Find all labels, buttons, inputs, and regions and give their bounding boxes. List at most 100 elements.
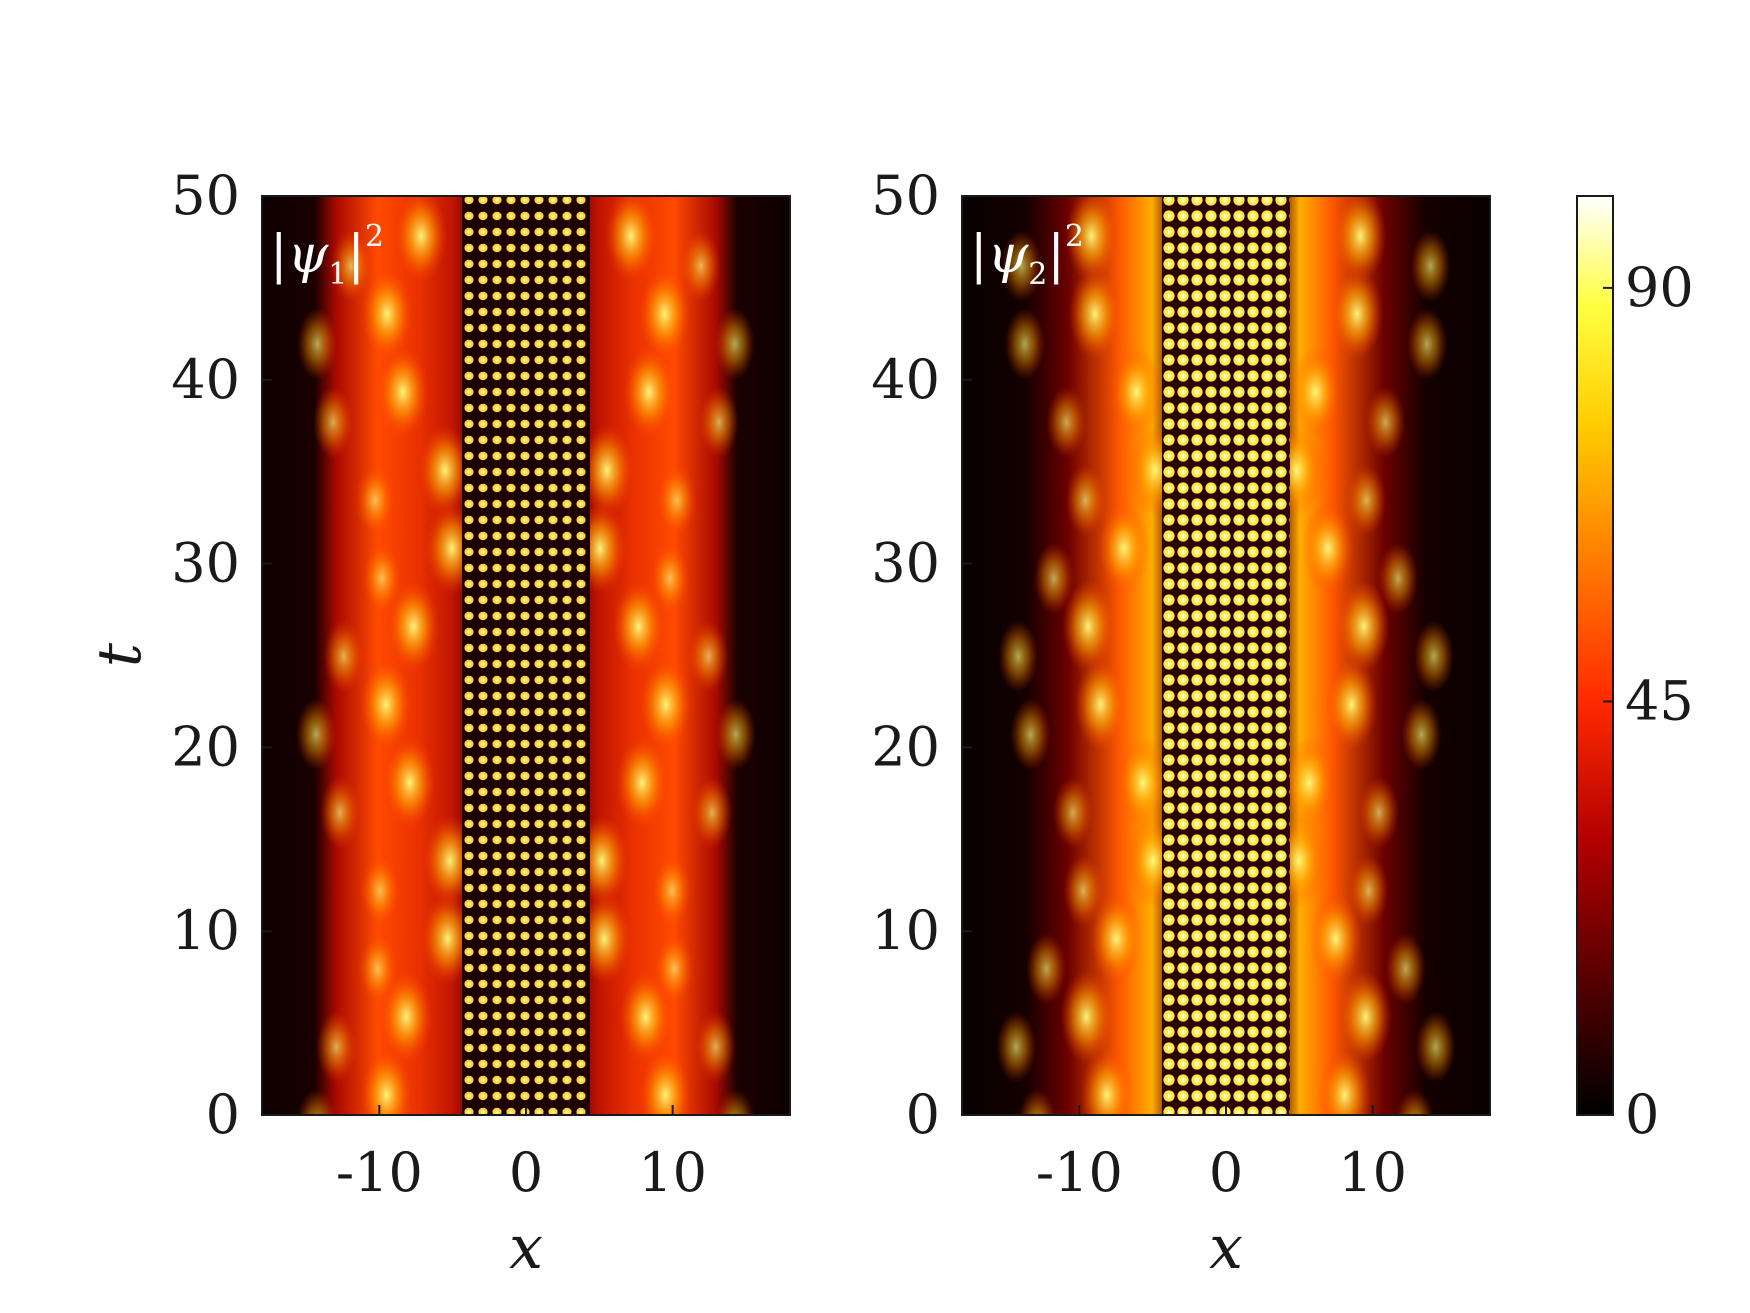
intensity-feature (639, 658, 692, 751)
x-axis-label: x (1209, 1213, 1243, 1283)
y-tick-label: 0 (206, 1083, 240, 1146)
intensity-feature (296, 698, 337, 771)
y-tick-label: 40 (171, 348, 240, 411)
x-tick-label: 0 (1209, 1141, 1243, 1204)
intensity-feature (1337, 580, 1390, 673)
intensity-feature (395, 196, 447, 282)
y-tick-label: 20 (171, 715, 240, 778)
intensity-feature (580, 424, 633, 517)
x-tick-label: 0 (509, 1141, 543, 1204)
intensity-feature (1334, 196, 1387, 282)
intensity-feature (387, 580, 440, 673)
x-tick-label: 10 (1338, 1141, 1407, 1204)
intensity-feature (312, 386, 353, 459)
intensity-feature (578, 892, 631, 985)
intensity-feature (355, 464, 396, 537)
colorbar-ticks: 0 45 90 (1603, 256, 1694, 1146)
y-tick-label: 40 (871, 348, 940, 411)
panel-psi1: -10 0 10 0 10 20 30 40 50 |ψ1|2 x t (85, 164, 791, 1283)
x-tick-label: -10 (1036, 1141, 1123, 1204)
intensity-feature (1415, 1010, 1456, 1083)
intensity-feature (361, 542, 402, 615)
intensity-feature (715, 698, 756, 771)
intensity-feature (1331, 268, 1384, 361)
intensity-feature (688, 620, 729, 693)
intensity-feature (1346, 464, 1387, 537)
intensity-feature (1017, 1089, 1057, 1115)
intensity-feature (1413, 620, 1454, 693)
colorbar: 0 45 90 (1576, 195, 1694, 1146)
intensity-feature (1033, 542, 1074, 615)
intensity-feature (360, 1049, 413, 1115)
intensity-feature (1060, 970, 1113, 1063)
intensity-feature (996, 1010, 1037, 1083)
intensity-feature (297, 308, 338, 381)
intensity-feature (380, 970, 433, 1063)
intensity-feature (1001, 230, 1042, 302)
panel-label: |ψ2|2 (970, 219, 1084, 292)
intensity-feature (1004, 308, 1045, 381)
heatmap-psi2 (962, 196, 1490, 1115)
intensity-feature (1026, 932, 1067, 1005)
panel-label: |ψ1|2 (270, 219, 384, 292)
intensity-feature (1081, 1049, 1134, 1115)
intensity-feature (376, 346, 429, 439)
y-tick-label: 30 (171, 532, 240, 595)
intensity-feature (1289, 346, 1342, 439)
intensity-feature (1090, 892, 1143, 985)
y-axis-label: t (85, 642, 155, 667)
colorbar-tick-label: 45 (1625, 669, 1694, 732)
intensity-feature (297, 1089, 336, 1115)
intensity-feature (1116, 736, 1169, 829)
intensity-feature (1302, 502, 1355, 595)
axis-ticks: -10 0 10 0 10 20 30 40 50 (171, 164, 707, 1204)
intensity-feature (638, 268, 691, 361)
intensity-feature (1283, 736, 1336, 829)
intensity-feature (681, 230, 721, 302)
y-tick-label: 0 (906, 1083, 940, 1146)
intensity-feature (1065, 464, 1106, 537)
intensity-feature (359, 854, 400, 927)
intensity-feature (1339, 970, 1392, 1063)
intensity-feature (639, 1049, 692, 1115)
intensity-feature (695, 1010, 736, 1083)
axis-ticks: -10 0 10 0 10 20 30 40 50 (871, 164, 1407, 1204)
intensity-feature (383, 736, 436, 829)
intensity-feature (619, 970, 672, 1063)
colorbar-tick-label: 90 (1625, 256, 1694, 319)
colorbar-gradient (1577, 196, 1613, 1115)
intensity-feature (612, 580, 665, 673)
x-tick-label: -10 (336, 1141, 423, 1204)
intensity-feature (1378, 542, 1419, 615)
intensity-feature (650, 542, 691, 615)
intensity-feature (605, 196, 657, 282)
intensity-feature (716, 1089, 755, 1115)
y-tick-label: 10 (871, 899, 940, 962)
y-tick-label: 50 (171, 164, 240, 227)
intensity-feature (1365, 386, 1406, 459)
intensity-feature (1110, 346, 1163, 439)
heatmap-blobs (996, 196, 1456, 1115)
intensity-feature (1385, 932, 1426, 1005)
intensity-feature (421, 892, 474, 985)
intensity-feature (1395, 1089, 1435, 1115)
intensity-feature (623, 346, 676, 439)
intensity-feature (1065, 196, 1118, 282)
intensity-feature (1359, 776, 1400, 849)
intensity-feature (1410, 230, 1451, 302)
intensity-feature (656, 464, 697, 537)
intensity-feature (1068, 268, 1121, 361)
colorbar-tick-label: 0 (1625, 1083, 1659, 1146)
y-tick-label: 10 (171, 899, 240, 962)
intensity-feature (319, 776, 360, 849)
intensity-feature (616, 736, 669, 829)
intensity-feature (1348, 854, 1389, 927)
intensity-feature (652, 854, 693, 927)
intensity-feature (360, 658, 413, 751)
intensity-feature (1010, 698, 1051, 771)
colorbar-frame (1576, 195, 1614, 1116)
intensity-feature (419, 424, 472, 517)
intensity-feature (1052, 776, 1093, 849)
central-lattice (1162, 196, 1290, 1115)
